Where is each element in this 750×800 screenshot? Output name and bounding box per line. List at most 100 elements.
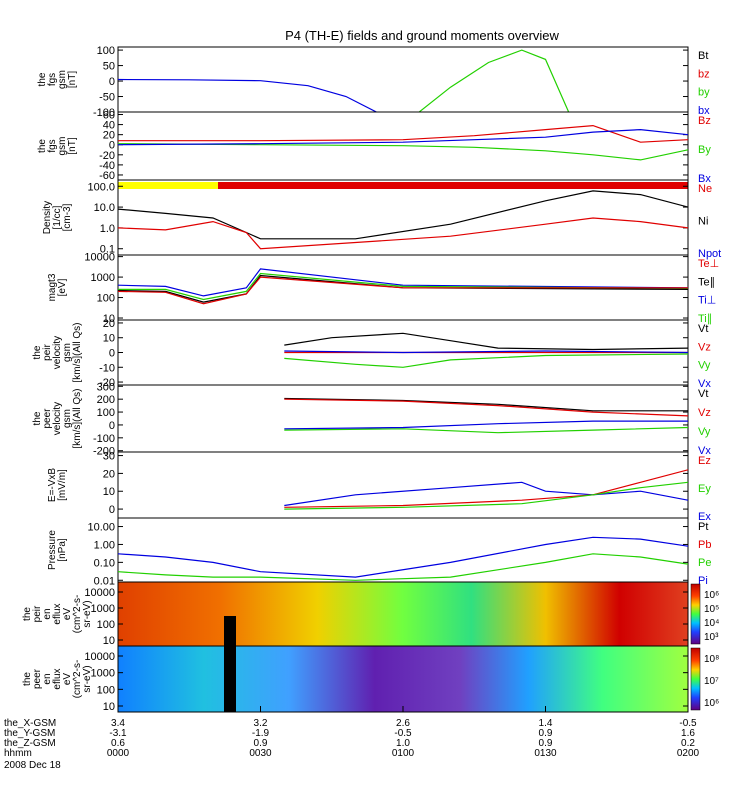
- legend-temperature-0: Te⊥: [698, 258, 719, 270]
- y-axis-label: the: [37, 72, 48, 86]
- x-tick-value: 2.6: [396, 718, 410, 729]
- y-tick-label: -10: [99, 362, 115, 374]
- y-tick-label: 0: [109, 140, 115, 152]
- colorbar-label: 10⁷: [704, 676, 719, 687]
- series-temperature-Te⊥: [118, 276, 688, 305]
- x-row-label: hhmm: [4, 748, 32, 759]
- y-tick-label: 0: [109, 348, 115, 360]
- spectrogram-gap: [224, 616, 236, 646]
- series-fgs_gsm_1-by: [418, 49, 570, 112]
- y-tick-label: 10: [103, 635, 115, 647]
- colorbar-label: 10⁸: [704, 654, 719, 665]
- colorbar-label: 10³: [704, 632, 719, 643]
- y-tick-label: -200: [93, 446, 115, 458]
- y-axis-label: peir: [42, 343, 53, 360]
- y-tick-label: 10: [103, 333, 115, 345]
- series-temperature-Te∥: [118, 274, 688, 303]
- y-tick-label: 1000: [91, 668, 115, 680]
- colorbar-label: 10⁴: [704, 618, 719, 629]
- x-tick-value: 0100: [392, 748, 415, 759]
- x-tick-value: 0.2: [681, 738, 695, 749]
- y-axis-label: [eV]: [57, 278, 68, 296]
- y-axis-label: [cm-3]: [62, 203, 73, 231]
- y-tick-label: 100: [97, 45, 115, 57]
- legend-peir-velocity-0: Vt: [698, 323, 708, 335]
- x-tick-value: -3.1: [109, 728, 127, 739]
- y-axis-label: Density: [42, 201, 53, 234]
- y-axis-label: magt3: [47, 273, 58, 301]
- series-fgs_gsm_2-Bx: [118, 128, 688, 146]
- y-tick-label: 10: [103, 313, 115, 325]
- y-axis-label: gsm: [57, 137, 68, 156]
- spectrogram-peer-spectrogram: [118, 646, 688, 712]
- y-tick-label: 1000: [91, 272, 115, 284]
- series-temperature-Ti∥: [118, 272, 688, 301]
- y-tick-label: 100: [97, 684, 115, 696]
- y-axis-label: (cm^2-s-: [72, 595, 83, 634]
- legend-fgs-gsm-2-2: Bx: [698, 173, 711, 185]
- y-tick-label: 10.00: [87, 522, 115, 534]
- legend-peir-velocity-1: Vz: [698, 341, 711, 353]
- y-axis-label: [km/s](All Qs): [72, 323, 83, 383]
- mode-bar-yellow: [118, 182, 218, 189]
- y-axis-label: [nPa]: [57, 538, 68, 562]
- y-tick-label: 1.0: [100, 223, 115, 235]
- legend-temperature-3: Ti∥: [698, 313, 712, 325]
- colorbar-label: 10⁶: [704, 590, 719, 601]
- y-axis-label: sr-eV): [82, 665, 93, 692]
- y-tick-label: 100.0: [87, 181, 115, 193]
- x-tick-value: 1.4: [539, 718, 553, 729]
- y-tick-label: 10.0: [94, 202, 115, 214]
- x-row-label: the_Y-GSM: [4, 728, 55, 739]
- y-tick-label: 300: [97, 381, 115, 393]
- legend-pressure-1: Pb: [698, 539, 711, 551]
- y-tick-label: -50: [99, 92, 115, 104]
- y-tick-label: -20: [99, 377, 115, 389]
- y-axis-label: the: [22, 672, 33, 686]
- legend-fgs-gsm-1-2: by: [698, 87, 710, 99]
- y-axis-label: [nT]: [67, 137, 78, 154]
- y-axis-label: en: [42, 608, 53, 619]
- x-axis: the_X-GSM 3.4 3.2 2.6 1.4 -0.5 the_Y-GSM -3.1 -1…: [4, 706, 700, 771]
- legend-density-2: Npot: [698, 248, 721, 260]
- legend-peir-velocity-2: Vy: [698, 360, 711, 372]
- y-tick-label: 10000: [84, 651, 115, 663]
- y-axis-label: sr-eV): [82, 600, 93, 627]
- mode-bar-red: [218, 182, 688, 189]
- panel-peir-spectrogram: 10⁶ 10⁵ 10⁴ 10³ 10000 1000 100 10 the peir en eflux…: [22, 581, 719, 647]
- series-fgs_gsm_2-By: [118, 143, 688, 161]
- colorbar-label: 10⁶: [704, 698, 719, 709]
- y-tick-label: 60: [103, 110, 115, 122]
- y-axis-label: the: [37, 139, 48, 153]
- panel-temperature: 10000 1000 100 10 magt3 [eV] Te⊥ Te∥ Ti⊥ Ti∥: [47, 252, 719, 325]
- series-temperature-Ti⊥: [118, 268, 688, 297]
- y-tick-label: 10000: [84, 587, 115, 599]
- series-efield-Ey: [284, 481, 688, 510]
- series-fgs_gsm_1-bx: [118, 78, 378, 112]
- y-axis-label: [km/s](All Qs): [72, 389, 83, 449]
- x-tick-value: -0.5: [394, 728, 412, 739]
- y-tick-label: 20: [103, 130, 115, 142]
- y-axis-label: the: [32, 411, 43, 425]
- legend-efield-0: Ez: [698, 455, 711, 467]
- legend-density-0: Ne: [698, 183, 712, 195]
- y-tick-label: 0.10: [94, 557, 115, 569]
- y-tick-label: 40: [103, 120, 115, 132]
- y-axis-label: fgs: [47, 139, 58, 152]
- y-tick-label: 1.00: [94, 539, 115, 551]
- legend-peer-velocity-0: Vt: [698, 388, 708, 400]
- y-tick-label: 10: [103, 701, 115, 713]
- legend-pressure-2: Pe: [698, 557, 711, 569]
- y-axis-label: velocity: [52, 336, 63, 369]
- spectrogram-peir-spectrogram: [118, 582, 688, 646]
- panel-peer-spectrogram: 10⁸ 10⁷ 10⁶ 10000 1000 100 10 the peer en eflux eV(…: [22, 645, 719, 713]
- series-pressure-Pi: [118, 536, 688, 578]
- x-tick-value: 0030: [249, 748, 272, 759]
- series-density-Ni: [118, 190, 688, 240]
- legend-efield-2: Ex: [698, 511, 711, 523]
- x-tick-value: 0130: [534, 748, 557, 759]
- x-tick-value: 0000: [107, 748, 130, 759]
- y-axis-label: peir: [32, 605, 43, 622]
